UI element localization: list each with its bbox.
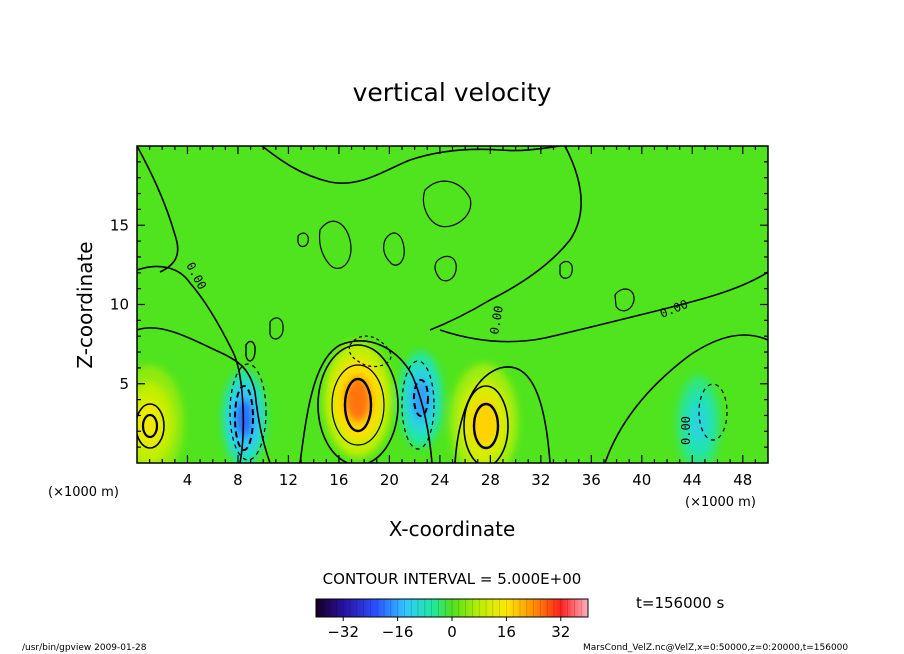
contour-line [245, 340, 256, 362]
x-tick-label: 40 [632, 471, 651, 489]
colorbar-tick-label: 16 [497, 623, 516, 641]
contour-line [401, 360, 435, 450]
footer-right: MarsCond_VelZ.nc@VelZ,x=0:50000,z=0:2000… [583, 643, 848, 653]
field-blob [344, 376, 372, 423]
y-tick-label: 10 [110, 296, 129, 314]
contour-line [234, 385, 254, 451]
x-tick-label: 4 [183, 471, 193, 489]
contour-line [413, 379, 429, 417]
contour-label: 0.00 [487, 305, 506, 336]
contour-line [614, 288, 635, 312]
zero-contour [604, 334, 768, 463]
zero-contour [439, 271, 768, 343]
x-tick-label: 20 [380, 471, 399, 489]
colorbar-tick-label: 32 [551, 623, 570, 641]
contour-line [317, 344, 399, 463]
field-blob [689, 404, 708, 443]
contour-line [229, 363, 267, 461]
y-tick-label: 15 [110, 216, 129, 234]
x-axis-unit: (×1000 m) [685, 495, 756, 510]
time-label: t=156000 s [636, 594, 724, 612]
contour-line [297, 232, 309, 248]
contour-line [422, 180, 472, 228]
zero-contour [137, 265, 245, 463]
contour-line [331, 364, 385, 446]
x-tick-label: 24 [430, 471, 449, 489]
contour-interval: CONTOUR INTERVAL = 5.000E+00 [323, 570, 582, 588]
x-tick-label: 48 [733, 471, 752, 489]
x-tick-label: 36 [582, 471, 601, 489]
colorbar-tick-label: 0 [447, 623, 457, 641]
x-tick-label: 44 [683, 471, 702, 489]
chart-title: vertical velocity [353, 78, 552, 107]
contour-line [137, 403, 165, 449]
x-tick-label: 28 [481, 471, 500, 489]
y-axis-unit: (×1000 m) [48, 485, 119, 500]
field-blob [235, 399, 254, 438]
x-tick-label: 16 [329, 471, 348, 489]
y-axis-title: Z-coordinate [73, 241, 97, 368]
zero-contour [454, 366, 551, 463]
x-tick-label: 8 [233, 471, 243, 489]
contour-line [141, 413, 159, 439]
zero-contour [299, 340, 433, 463]
contour-line [343, 377, 373, 433]
x-axis-title: X-coordinate [389, 517, 516, 541]
contour-line [559, 260, 573, 279]
x-tick-label: 32 [531, 471, 550, 489]
field-blob [137, 400, 164, 447]
zero-contour [261, 146, 561, 184]
zero-contour [137, 146, 179, 273]
contour-line [463, 385, 509, 463]
colorbar-tick-label: −16 [382, 623, 414, 641]
contour-line [383, 232, 405, 266]
x-tick-label: 12 [279, 471, 298, 489]
y-tick-label: 5 [119, 375, 129, 393]
contour-line [318, 220, 352, 269]
zero-contour [137, 327, 271, 463]
contour-label: 0.00 [679, 416, 693, 445]
zero-contour [429, 146, 582, 331]
contour-line [698, 383, 728, 441]
colorbar-tick-label: −32 [327, 623, 359, 641]
contour-line [434, 255, 457, 282]
contour-line [472, 402, 500, 450]
footer-left: /usr/bin/gpview 2009-01-28 [22, 643, 147, 653]
contour-line [269, 317, 284, 340]
